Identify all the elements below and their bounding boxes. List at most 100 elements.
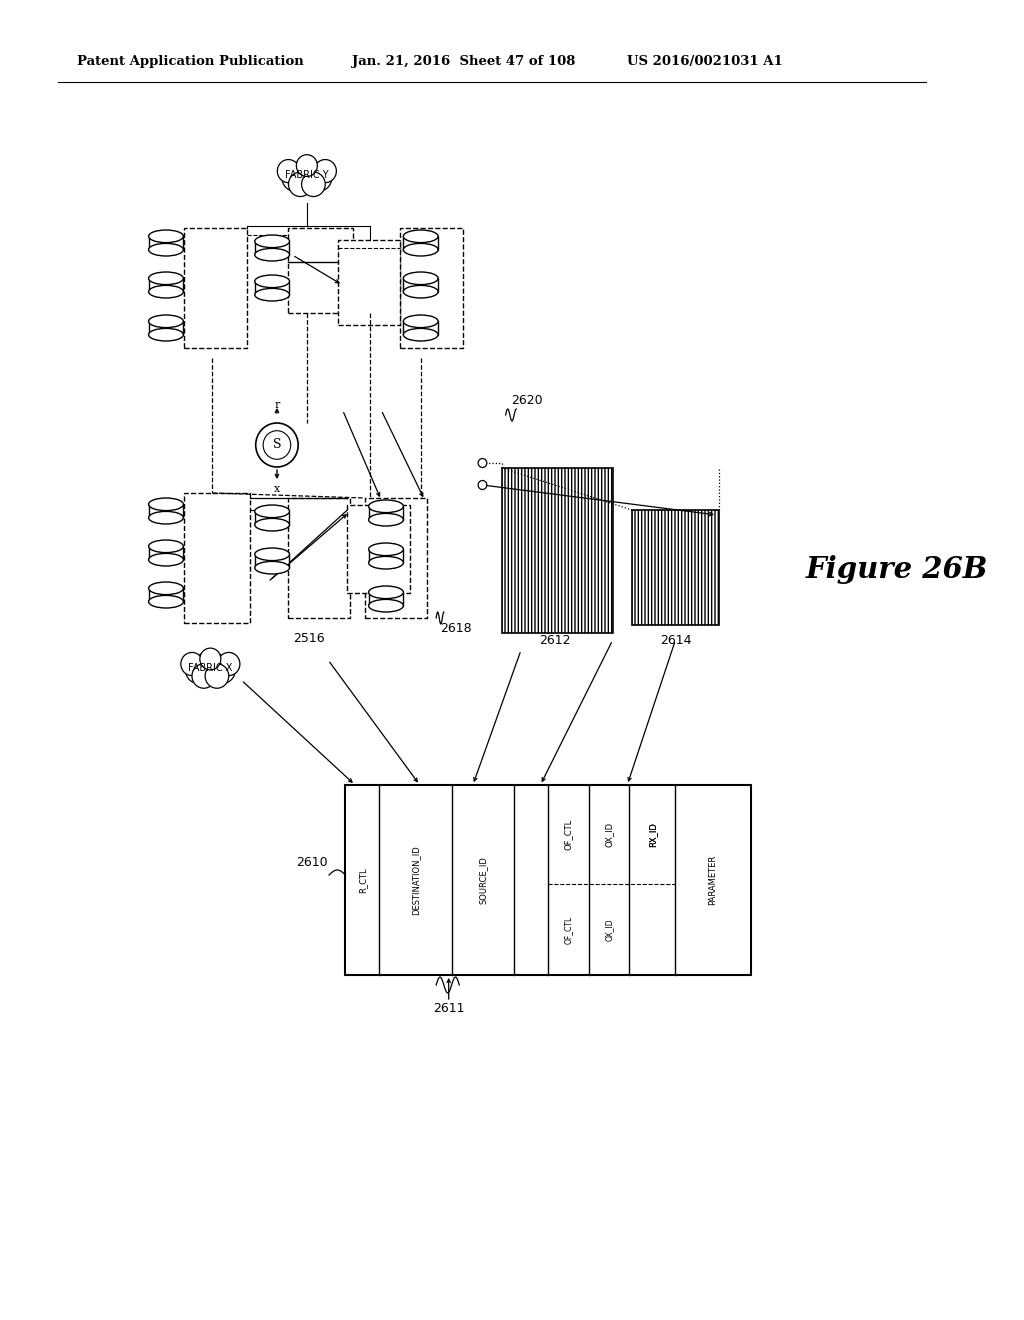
Text: 2620: 2620 (511, 393, 543, 407)
Text: OF_CTL: OF_CTL (564, 915, 572, 944)
Ellipse shape (255, 548, 290, 561)
Ellipse shape (148, 595, 183, 609)
Ellipse shape (403, 230, 438, 243)
Bar (184, 492, 250, 623)
Bar (255, 242, 290, 255)
Circle shape (191, 664, 216, 688)
Bar (403, 279, 438, 292)
Text: Patent Application Publication: Patent Application Publication (77, 55, 304, 69)
Ellipse shape (255, 248, 290, 261)
Circle shape (200, 648, 221, 669)
Circle shape (278, 160, 300, 182)
Ellipse shape (148, 272, 183, 285)
Ellipse shape (255, 235, 290, 248)
Bar (184, 228, 247, 348)
Bar (148, 236, 183, 249)
Bar (148, 546, 183, 560)
Ellipse shape (403, 315, 438, 327)
Bar (148, 504, 183, 517)
Bar (148, 321, 183, 335)
Circle shape (185, 656, 212, 684)
Text: S: S (272, 438, 282, 451)
Bar (369, 507, 403, 520)
Circle shape (296, 154, 317, 177)
Ellipse shape (255, 275, 290, 288)
Ellipse shape (148, 540, 183, 553)
Text: r: r (274, 400, 280, 411)
Circle shape (256, 422, 298, 467)
Bar (365, 498, 427, 618)
Ellipse shape (148, 329, 183, 341)
Text: DESTINATION_ID: DESTINATION_ID (411, 845, 420, 915)
Text: Jan. 21, 2016  Sheet 47 of 108: Jan. 21, 2016 Sheet 47 of 108 (352, 55, 575, 69)
Bar (345, 785, 751, 975)
Text: FABRIC X: FABRIC X (188, 663, 232, 673)
Ellipse shape (369, 557, 403, 569)
Text: 2618: 2618 (440, 622, 472, 635)
Ellipse shape (369, 599, 403, 612)
Bar (148, 589, 183, 602)
Bar (403, 236, 438, 249)
Circle shape (263, 430, 291, 459)
Ellipse shape (403, 243, 438, 256)
Text: R_CTL: R_CTL (357, 867, 367, 892)
Circle shape (291, 158, 324, 193)
Bar (403, 321, 438, 335)
Ellipse shape (148, 511, 183, 524)
Ellipse shape (369, 543, 403, 556)
Text: OX_ID: OX_ID (604, 822, 613, 847)
Circle shape (194, 651, 226, 685)
Ellipse shape (148, 243, 183, 256)
Circle shape (217, 652, 240, 676)
Text: RX_ID: RX_ID (648, 822, 656, 847)
Text: 2516: 2516 (293, 631, 325, 644)
Text: RX_ID: RX_ID (648, 822, 656, 847)
Text: 2612: 2612 (539, 634, 570, 647)
Ellipse shape (148, 315, 183, 327)
Ellipse shape (255, 288, 290, 301)
Ellipse shape (403, 272, 438, 285)
Text: PARAMETER: PARAMETER (709, 855, 718, 906)
Ellipse shape (369, 586, 403, 598)
Circle shape (478, 458, 486, 467)
Ellipse shape (369, 513, 403, 525)
Ellipse shape (148, 498, 183, 511)
Circle shape (209, 656, 236, 684)
Ellipse shape (255, 519, 290, 531)
Circle shape (478, 480, 486, 490)
Bar (255, 554, 290, 568)
Ellipse shape (255, 506, 290, 517)
Text: FABRIC Y: FABRIC Y (285, 170, 329, 181)
Bar (369, 593, 403, 606)
Text: Figure 26B: Figure 26B (806, 556, 988, 585)
Bar (347, 506, 410, 593)
Ellipse shape (369, 500, 403, 512)
Text: SOURCE_ID: SOURCE_ID (478, 857, 487, 904)
Ellipse shape (255, 561, 290, 574)
Circle shape (181, 652, 203, 676)
Bar (288, 498, 350, 618)
Text: OX_ID: OX_ID (604, 919, 613, 941)
Circle shape (205, 664, 228, 688)
Circle shape (302, 172, 326, 197)
Ellipse shape (148, 230, 183, 243)
Text: 2611: 2611 (433, 1002, 465, 1015)
Bar (255, 511, 290, 525)
Ellipse shape (403, 329, 438, 341)
Circle shape (314, 160, 336, 182)
Text: x: x (273, 484, 280, 494)
Bar (400, 228, 463, 348)
Bar (338, 240, 400, 325)
Bar (632, 510, 719, 624)
Bar (288, 228, 353, 313)
Bar (255, 281, 290, 294)
Ellipse shape (148, 582, 183, 594)
Circle shape (289, 172, 312, 197)
Bar (148, 279, 183, 292)
Ellipse shape (148, 285, 183, 298)
Ellipse shape (403, 285, 438, 298)
Circle shape (305, 164, 332, 191)
Bar (369, 549, 403, 562)
Bar (502, 469, 612, 634)
Text: 2610: 2610 (297, 855, 328, 869)
